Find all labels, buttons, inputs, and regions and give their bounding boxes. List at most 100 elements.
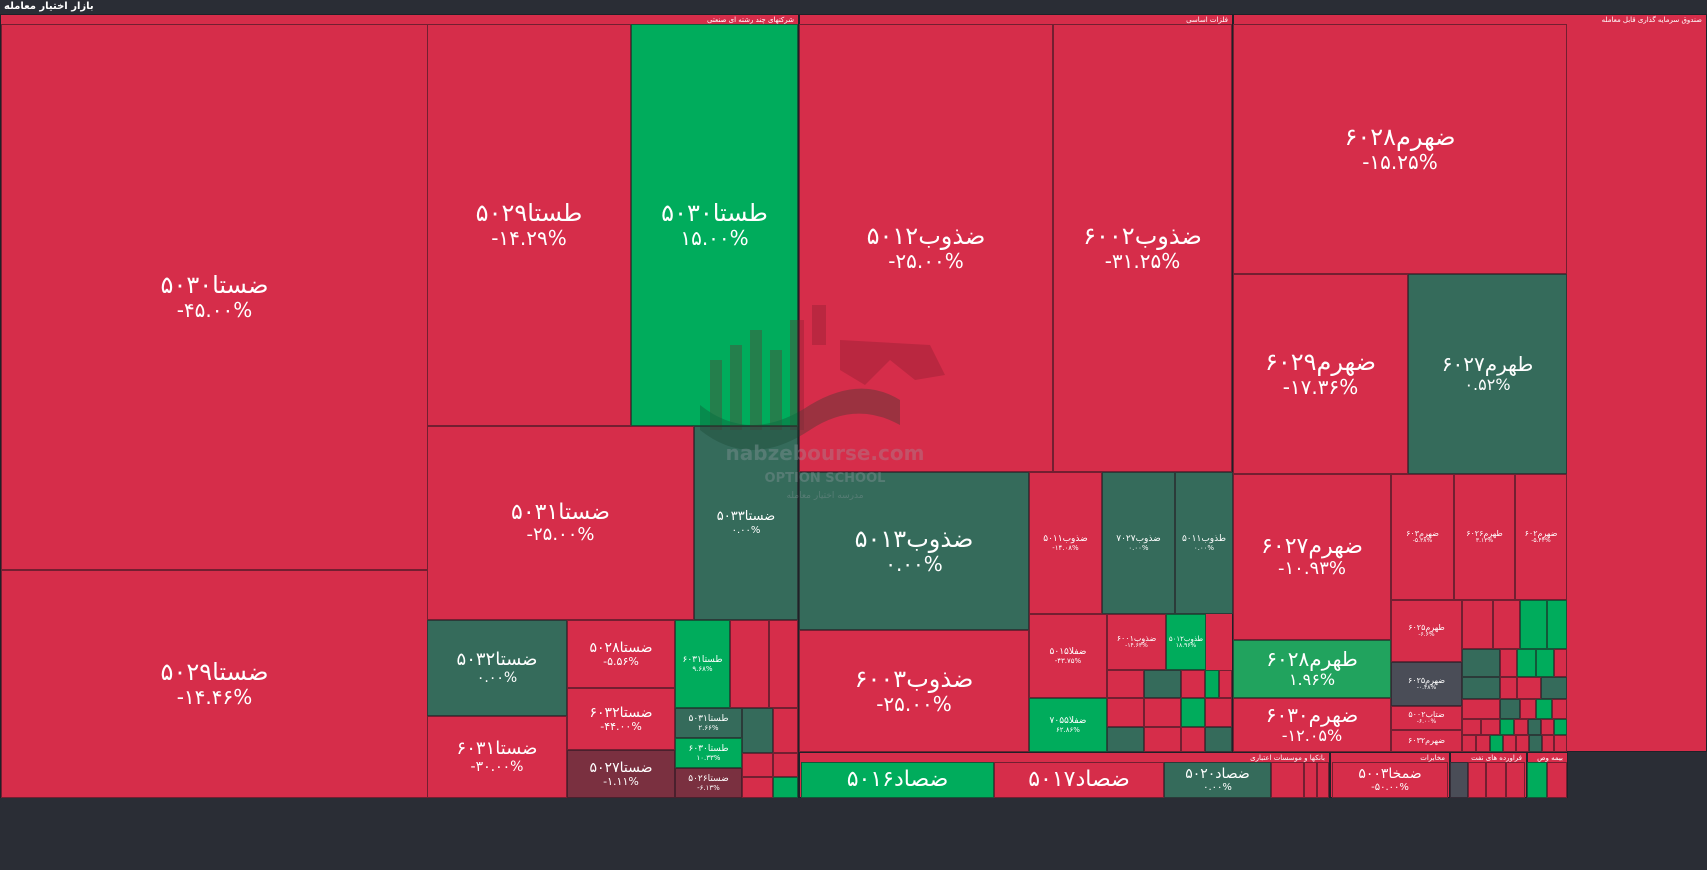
treemap-small-tile[interactable] [1493, 600, 1520, 649]
treemap-tile[interactable]: طذوب۵۰۱۲ ۱۸.۹۶% [1166, 614, 1206, 670]
treemap-tile[interactable]: طستا۶۰۳۱ ۹.۶۸% [675, 620, 730, 708]
treemap-tile[interactable]: ضتاب۵۰۰۲ -۶.۰۰% [1391, 706, 1462, 730]
treemap-small-tile[interactable] [1554, 649, 1567, 677]
treemap-tile[interactable]: ضهرم۶۰۲۹ -۱۷.۳۶% [1233, 274, 1408, 474]
treemap-small-tile[interactable] [1536, 649, 1554, 677]
treemap-small-tile[interactable] [1490, 735, 1503, 752]
treemap-tile[interactable]: ضذوب۷۰۲۷ ۰.۰۰% [1102, 472, 1175, 614]
treemap-small-tile[interactable] [1205, 727, 1232, 752]
treemap-tile[interactable]: ضذوب۶۰۰۱ -۱۴.۶۳% [1107, 614, 1166, 670]
treemap-tile[interactable]: ضصاد۵۰۱۶ [801, 762, 994, 798]
treemap-small-tile[interactable] [773, 777, 798, 798]
treemap-small-tile[interactable] [1514, 719, 1528, 735]
treemap-small-tile[interactable] [1520, 699, 1536, 719]
treemap-small-tile[interactable] [1500, 649, 1517, 677]
treemap-tile[interactable]: ضمخا۵۰۰۳ -۵۰.۰۰% [1332, 762, 1448, 798]
treemap-tile[interactable]: ضذوب۶۰۰۲ -۳۱.۲۵% [1053, 24, 1232, 472]
treemap-tile[interactable]: ضصاد۵۰۲۰ ۰.۰۰% [1164, 762, 1271, 798]
treemap-tile[interactable]: طهرم۶۰۲۶ ۳.۱۳% [1454, 474, 1515, 600]
treemap-small-tile[interactable] [1554, 719, 1567, 735]
treemap-small-tile[interactable] [1547, 762, 1567, 798]
treemap-tile[interactable]: ضذوب۵۰۱۲ -۲۵.۰۰% [799, 24, 1053, 472]
treemap-small-tile[interactable] [1462, 699, 1500, 719]
treemap-small-tile[interactable] [1517, 649, 1536, 677]
treemap-small-tile[interactable] [1503, 735, 1516, 752]
treemap-tile[interactable]: ضفلا۷۰۵۵ ۶۲.۸۶% [1029, 698, 1107, 752]
treemap-tile[interactable]: طستا۵۰۲۹ -۱۴.۲۹% [427, 24, 631, 426]
treemap-tile[interactable]: ضستا۵۰۲۹ -۱۴.۴۶% [1, 570, 428, 798]
treemap-tile[interactable]: ضهرم۶۰۳ -۵.۳۸% [1391, 474, 1454, 600]
treemap-small-tile[interactable] [773, 753, 798, 777]
treemap-tile[interactable]: ضستا۵۰۲۷ -۱.۱۱% [567, 750, 675, 798]
treemap-small-tile[interactable] [1506, 762, 1525, 798]
treemap-tile[interactable]: ضهرم۶۰۳۰ -۱۲.۰۵% [1233, 698, 1391, 752]
treemap-small-tile[interactable] [1181, 727, 1205, 752]
treemap-small-tile[interactable] [1486, 762, 1506, 798]
treemap-tile[interactable]: طستا۵۰۳۱ ۲.۶۶% [675, 708, 742, 738]
treemap-tile[interactable]: ضهرم۶۰۲ -۵.۴۴% [1515, 474, 1567, 600]
treemap-small-tile[interactable] [1541, 719, 1554, 735]
treemap-tile[interactable]: ضهرم۶۰۲۷ -۱۰.۹۳% [1233, 474, 1391, 640]
treemap-tile[interactable]: ضستا۵۰۲۶ -۶.۱۳% [675, 768, 742, 798]
treemap-small-tile[interactable] [1516, 735, 1529, 752]
treemap-small-tile[interactable] [1554, 735, 1567, 752]
treemap-small-tile[interactable] [1144, 727, 1181, 752]
treemap-tile[interactable]: طستا۶۰۳۰ ۱۰.۳۳% [675, 738, 742, 768]
treemap-tile[interactable]: ضذوب۵۰۱۱ -۱۴.۰۸% [1029, 472, 1102, 614]
treemap-small-tile[interactable] [1462, 649, 1500, 677]
treemap-tile[interactable]: ضستا۵۰۳۱ -۲۵.۰۰% [427, 426, 694, 620]
treemap-small-tile[interactable] [1205, 670, 1219, 698]
treemap-tile[interactable]: طستا۵۰۳۰ ۱۵.۰۰% [631, 24, 798, 426]
treemap-small-tile[interactable] [742, 708, 773, 753]
treemap-small-tile[interactable] [1462, 600, 1493, 649]
treemap-small-tile[interactable] [1547, 600, 1567, 649]
treemap-tile[interactable]: ضستا۶۰۳۱ -۳۰.۰۰% [427, 716, 567, 798]
treemap-small-tile[interactable] [1304, 762, 1317, 798]
treemap-tile[interactable]: ضهرم۶۰۳۲ [1391, 730, 1462, 752]
treemap-tile[interactable]: ضفلا۵۰۱۵ -۴۳.۷۵% [1029, 614, 1107, 698]
treemap-tile[interactable]: ضذوب۶۰۰۳ -۲۵.۰۰% [799, 630, 1029, 752]
treemap-tile[interactable]: طهرم۶۰۲۵ -۶.۶% [1391, 600, 1462, 662]
treemap-tile[interactable]: ضستا۵۰۳۳ ۰.۰۰% [694, 426, 798, 620]
treemap-small-tile[interactable] [1205, 698, 1232, 727]
treemap-small-tile[interactable] [1552, 699, 1567, 719]
treemap-small-tile[interactable] [769, 620, 798, 708]
treemap-tile[interactable]: طهرم۶۰۲۸ ۱.۹۶% [1233, 640, 1391, 698]
treemap-small-tile[interactable] [1528, 719, 1541, 735]
treemap-small-tile[interactable] [1500, 719, 1514, 735]
treemap-small-tile[interactable] [1520, 600, 1547, 649]
treemap-small-tile[interactable] [742, 753, 773, 777]
treemap-tile[interactable]: طذوب۵۰۱۱ ۰.۰۰% [1175, 472, 1233, 614]
treemap-small-tile[interactable] [1181, 698, 1205, 727]
treemap-small-tile[interactable] [1181, 670, 1205, 698]
treemap-small-tile[interactable] [1468, 762, 1486, 798]
treemap-small-tile[interactable] [1500, 677, 1517, 699]
treemap-tile[interactable]: ضهرم۶۰۲۵ -۰.۴۸% [1391, 662, 1462, 706]
treemap-small-tile[interactable] [1462, 719, 1481, 735]
treemap-tile[interactable]: ضستا۵۰۳۲ ۰.۰۰% [427, 620, 567, 716]
treemap-small-tile[interactable] [1462, 677, 1500, 699]
treemap-small-tile[interactable] [1317, 762, 1329, 798]
treemap-small-tile[interactable] [1536, 699, 1552, 719]
treemap-tile[interactable]: ضذوب۵۰۱۳ ۰.۰۰% [799, 472, 1029, 630]
treemap-small-tile[interactable] [1542, 735, 1554, 752]
treemap-tile[interactable]: طهرم۶۰۲۷ ۰.۵۲% [1408, 274, 1567, 474]
treemap-tile[interactable]: ضستا۵۰۲۸ -۵.۵۶% [567, 620, 675, 688]
treemap-small-tile[interactable] [1541, 677, 1567, 699]
treemap-tile[interactable]: ضصاد۵۰۱۷ [994, 762, 1164, 798]
treemap-small-tile[interactable] [773, 708, 798, 753]
treemap-small-tile[interactable] [1527, 762, 1547, 798]
treemap-small-tile[interactable] [1144, 670, 1181, 698]
treemap-small-tile[interactable] [1476, 735, 1490, 752]
treemap-small-tile[interactable] [1271, 762, 1304, 798]
treemap-small-tile[interactable] [1500, 699, 1520, 719]
treemap-small-tile[interactable] [1219, 670, 1232, 698]
treemap-small-tile[interactable] [1107, 727, 1144, 752]
treemap-small-tile[interactable] [1517, 677, 1541, 699]
treemap-tile[interactable]: ضستا۶۰۳۲ -۴۴.۰۰% [567, 688, 675, 750]
treemap-tile[interactable]: ضهرم۶۰۲۸ -۱۵.۲۵% [1233, 24, 1567, 274]
treemap-small-tile[interactable] [1450, 762, 1468, 798]
treemap-small-tile[interactable] [730, 620, 769, 708]
treemap-small-tile[interactable] [1107, 698, 1144, 727]
treemap-small-tile[interactable] [1462, 735, 1476, 752]
